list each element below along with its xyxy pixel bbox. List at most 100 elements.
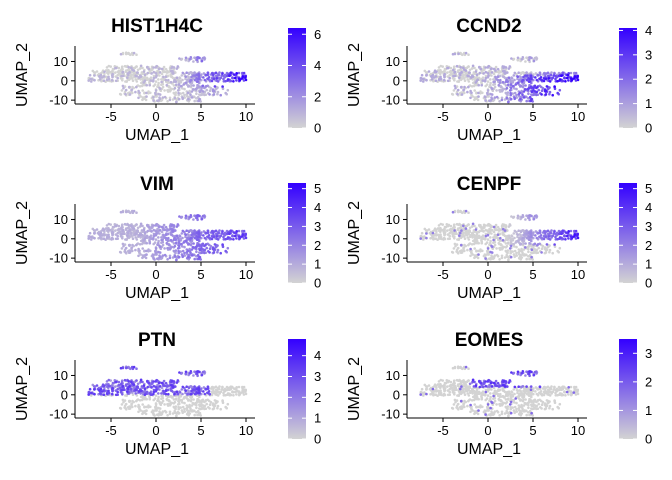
cell-point <box>491 245 494 249</box>
cell-point <box>154 66 157 69</box>
cell-point <box>192 398 195 401</box>
cell-point <box>233 234 237 238</box>
cell-point <box>157 81 160 85</box>
colorbar <box>288 183 306 283</box>
cell-point <box>478 229 482 233</box>
cell-point <box>166 100 169 103</box>
cell-point <box>446 393 450 397</box>
cell-point <box>187 230 191 234</box>
cell-point <box>508 223 512 226</box>
cell-point <box>516 391 519 395</box>
cell-point <box>124 383 128 386</box>
cell-point <box>208 247 212 250</box>
cell-point <box>150 72 153 75</box>
cell-point <box>240 235 244 238</box>
y-axis-title: UMAP_2 <box>14 43 31 107</box>
cell-point <box>532 88 535 92</box>
cell-point <box>157 236 160 239</box>
cell-point <box>574 71 578 75</box>
colorbar-tick-label: 1 <box>314 257 321 272</box>
cell-point <box>566 73 570 77</box>
cell-point <box>544 77 548 81</box>
cell-point <box>495 247 498 250</box>
cell-point <box>425 236 428 240</box>
cell-point <box>538 71 542 74</box>
cell-point <box>477 253 480 256</box>
cell-point <box>477 76 481 80</box>
cell-point <box>489 83 492 87</box>
cell-point <box>443 233 446 237</box>
cell-point <box>169 87 173 91</box>
cell-point <box>512 74 516 77</box>
cell-point <box>524 246 527 249</box>
cell-point <box>524 398 527 401</box>
colorbar <box>288 28 306 128</box>
cell-point <box>189 93 192 97</box>
cell-point <box>496 78 500 82</box>
cell-point <box>175 76 179 79</box>
cell-point <box>90 238 93 241</box>
cell-point <box>208 403 212 407</box>
cell-point <box>458 72 462 75</box>
cell-point <box>143 249 146 253</box>
cell-point <box>189 71 193 74</box>
y-tick-label: 10 <box>54 368 68 383</box>
cell-point <box>134 90 137 94</box>
cell-point <box>160 98 164 102</box>
cell-point <box>134 388 137 392</box>
cell-point <box>439 77 443 81</box>
cell-point <box>557 250 560 254</box>
cell-point <box>123 222 127 226</box>
cell-point <box>542 237 546 241</box>
cell-point <box>515 96 518 99</box>
cell-point <box>567 79 570 82</box>
cell-point <box>453 52 457 56</box>
cell-point <box>163 89 166 92</box>
cell-point <box>530 214 533 218</box>
cell-point <box>226 74 229 77</box>
cell-point <box>138 399 142 402</box>
cell-point <box>547 75 551 78</box>
y-tick-label: 10 <box>386 54 400 69</box>
cell-point <box>161 243 165 247</box>
cell-point <box>544 235 548 239</box>
cell-point <box>152 99 155 102</box>
cell-point <box>487 95 490 98</box>
cell-point <box>548 90 552 94</box>
cell-point <box>130 88 134 91</box>
cell-point <box>453 382 456 385</box>
cell-point <box>487 223 490 226</box>
cell-point <box>210 237 214 241</box>
cell-point <box>152 384 156 388</box>
cell-point <box>135 379 138 382</box>
cell-point <box>460 77 464 80</box>
colorbar-tick-label: 4 <box>314 348 321 363</box>
cell-point <box>459 251 463 254</box>
cell-point <box>156 227 159 231</box>
cell-point <box>169 75 173 78</box>
cell-point <box>477 390 481 394</box>
cell-point <box>519 253 523 257</box>
cell-point <box>232 238 235 241</box>
cell-point <box>456 246 460 250</box>
cell-point <box>446 79 450 83</box>
cell-point <box>131 91 134 95</box>
cell-point <box>205 402 208 406</box>
cell-point <box>419 237 423 240</box>
cell-point <box>174 93 177 97</box>
cell-point <box>574 229 578 233</box>
cell-point <box>534 72 538 75</box>
cell-point <box>179 242 183 246</box>
cell-point <box>535 236 539 240</box>
cell-point <box>187 97 190 101</box>
cell-point <box>187 398 191 402</box>
cell-point <box>137 96 140 100</box>
cell-point <box>124 250 127 254</box>
cell-point <box>174 249 178 252</box>
cell-point <box>121 229 124 232</box>
cell-point <box>486 93 489 96</box>
cell-point <box>453 235 456 238</box>
cell-point <box>513 87 516 90</box>
cell-point <box>509 93 512 97</box>
cell-point <box>534 76 537 79</box>
